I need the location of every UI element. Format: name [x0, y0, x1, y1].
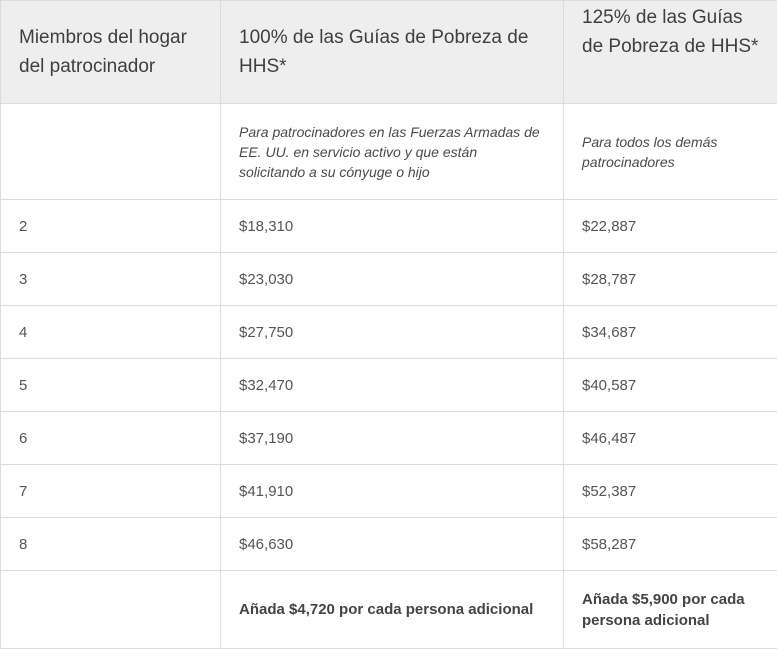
cell-125-percent: $46,487 — [564, 412, 777, 465]
table-row: 7 $41,910 $52,387 — [1, 465, 777, 518]
cell-125-percent: $22,887 — [564, 200, 777, 253]
subheader-row: Para patrocinadores en las Fuerzas Armad… — [1, 104, 777, 200]
footer-125-additional: Añada $5,900 por cada persona adicional — [564, 571, 777, 649]
cell-members: 2 — [1, 200, 221, 253]
cell-100-percent: $18,310 — [221, 200, 564, 253]
table-row: 2 $18,310 $22,887 — [1, 200, 777, 253]
cell-members: 7 — [1, 465, 221, 518]
header-household-members: Miembros del hogar del patrocinador — [1, 1, 221, 104]
table-row: 4 $27,750 $34,687 — [1, 306, 777, 359]
footer-empty — [1, 571, 221, 649]
cell-members: 3 — [1, 253, 221, 306]
cell-125-percent: $58,287 — [564, 518, 777, 571]
cell-100-percent: $41,910 — [221, 465, 564, 518]
footer-100-additional: Añada $4,720 por cada persona adicional — [221, 571, 564, 649]
cell-100-percent: $37,190 — [221, 412, 564, 465]
footer-row: Añada $4,720 por cada persona adicional … — [1, 571, 777, 649]
header-100-percent: 100% de las Guías de Pobreza de HHS* — [221, 1, 564, 104]
cell-125-percent: $40,587 — [564, 359, 777, 412]
cell-100-percent: $27,750 — [221, 306, 564, 359]
cell-100-percent: $32,470 — [221, 359, 564, 412]
subheader-military-note: Para patrocinadores en las Fuerzas Armad… — [221, 104, 564, 200]
cell-members: 5 — [1, 359, 221, 412]
cell-125-percent: $28,787 — [564, 253, 777, 306]
cell-100-percent: $46,630 — [221, 518, 564, 571]
table-row: 5 $32,470 $40,587 — [1, 359, 777, 412]
table-row: 3 $23,030 $28,787 — [1, 253, 777, 306]
table-row: 8 $46,630 $58,287 — [1, 518, 777, 571]
cell-125-percent: $52,387 — [564, 465, 777, 518]
cell-125-percent: $34,687 — [564, 306, 777, 359]
header-row: Miembros del hogar del patrocinador 100%… — [1, 1, 777, 104]
subheader-others-note: Para todos los demás patrocinadores — [564, 104, 777, 200]
cell-100-percent: $23,030 — [221, 253, 564, 306]
subheader-empty — [1, 104, 221, 200]
header-125-percent: 125% de las Guías de Pobreza de HHS* — [564, 1, 777, 104]
table-row: 6 $37,190 $46,487 — [1, 412, 777, 465]
cell-members: 6 — [1, 412, 221, 465]
cell-members: 4 — [1, 306, 221, 359]
cell-members: 8 — [1, 518, 221, 571]
